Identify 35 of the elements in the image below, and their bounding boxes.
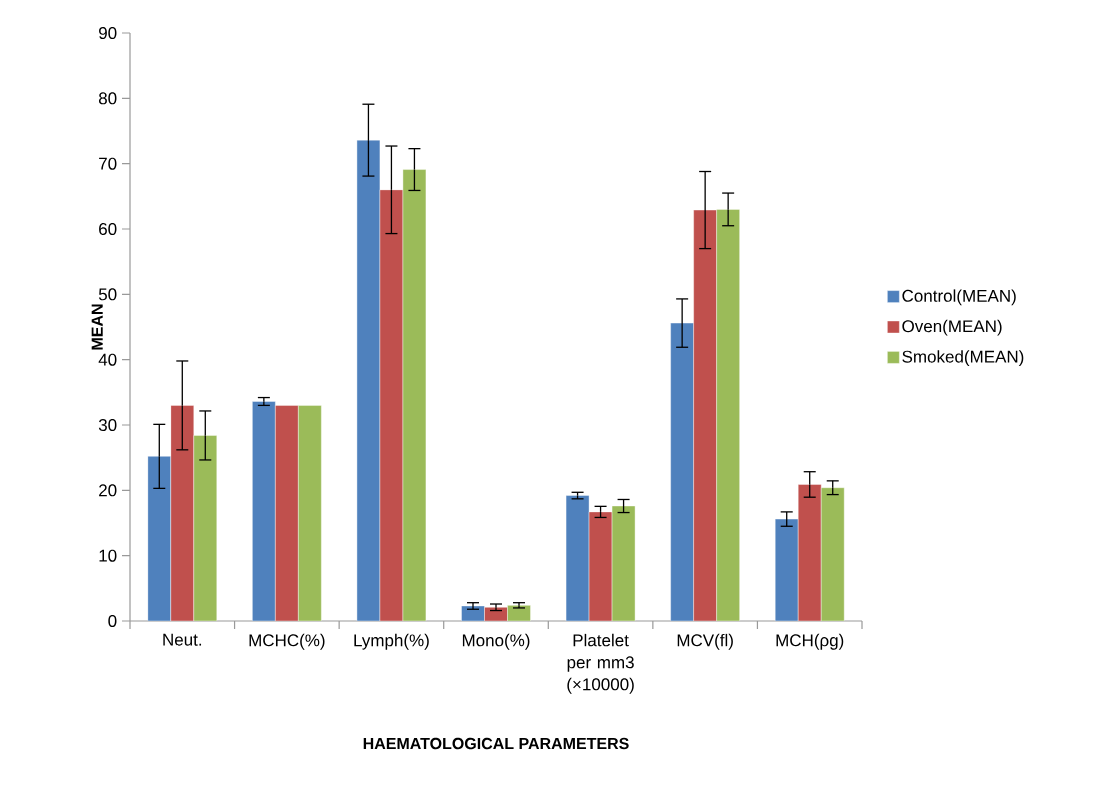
x-tick-label: Mono(%) (462, 633, 530, 650)
y-tick-label: 10 (99, 549, 117, 562)
y-tick-label: 60 (99, 222, 117, 236)
x-tick-label: MCHC(%) (249, 633, 325, 650)
x-tick-label: Platelet per mm3 (×10000) (567, 633, 634, 694)
y-tick-label: 70 (99, 157, 117, 170)
bar (298, 405, 322, 621)
y-tick-label: 0 (108, 614, 117, 628)
bar (379, 189, 404, 621)
bar (716, 209, 740, 621)
legend-label: Smoked(MEAN) (902, 350, 1024, 367)
x-tick-label: MCV(fl) (677, 633, 733, 650)
bar (193, 435, 217, 621)
y-tick-label: 80 (98, 92, 117, 105)
bar (275, 405, 299, 621)
y-tick-label: 20 (99, 484, 117, 497)
y-tick-label: 40 (98, 353, 117, 366)
x-tick-label: MCH(ρg) (776, 633, 844, 650)
bar (170, 405, 194, 621)
x-tick-label: Lymph(%) (354, 633, 429, 650)
x-tick-label: Neut. (163, 633, 202, 646)
x-axis-title: HAEMATOLOGICAL PARAMETERS (363, 737, 629, 750)
bar (588, 511, 613, 621)
y-axis-title: MEAN (91, 304, 103, 350)
bar (507, 605, 531, 621)
bar (402, 169, 427, 621)
legend-label: Control(MEAN) (902, 289, 1016, 306)
y-tick-label: 50 (98, 288, 117, 301)
bar (821, 487, 845, 621)
bar (611, 505, 636, 621)
y-tick-label: 90 (99, 26, 117, 40)
bar (693, 209, 717, 621)
legend-label: Oven(MEAN) (902, 319, 1002, 336)
bar (798, 484, 822, 621)
y-tick-label: 30 (98, 418, 117, 432)
